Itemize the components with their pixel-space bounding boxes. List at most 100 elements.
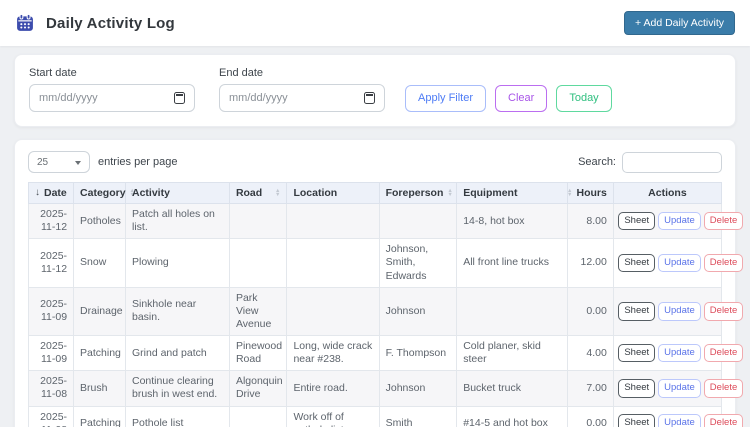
date-cell: 2025-11-09 [27, 334, 75, 372]
column-header-activity: Activity [125, 182, 230, 204]
hours-cell: 8.00 [567, 202, 614, 240]
activity-cell: Pothole list [125, 405, 230, 427]
road-cell: Pinewood Road [228, 334, 288, 372]
column-header-actions: Actions [612, 182, 723, 204]
sheet-button[interactable]: Sheet [618, 343, 656, 363]
column-header-hours[interactable]: ▲ ▼ Hours [567, 182, 614, 204]
equipment-cell: 14-8, hot box [456, 202, 569, 240]
sheet-button[interactable]: Sheet [618, 379, 656, 398]
search-input[interactable] [622, 151, 722, 173]
foreperson-cell: Johnson, Smith, Edwards [378, 238, 458, 288]
road-cell: Algonquin Drive [228, 370, 288, 407]
entries-per-page-control: 25 entries per page [28, 151, 178, 173]
location-cell: Work off of pothole list. [286, 405, 380, 427]
end-date-input[interactable] [229, 92, 364, 104]
sheet-button[interactable]: Sheet [618, 211, 656, 231]
table-header-row: ↓ Date Category ▲ ▼ Activity Road ▲ ▼ Location For… [27, 182, 723, 204]
entries-select[interactable]: 25 [29, 156, 89, 168]
delete-button[interactable]: Delete [703, 302, 744, 321]
column-header-equipment: Equipment [456, 182, 569, 204]
column-header-location: Location [286, 182, 380, 204]
delete-button[interactable]: Delete [703, 414, 744, 427]
road-cell [228, 202, 288, 240]
category-cell: Snow [73, 238, 126, 288]
hours-cell: 4.00 [567, 334, 614, 372]
date-cell: 2025-11-09 [27, 286, 75, 337]
update-button[interactable]: Update [658, 414, 701, 427]
actions-cell: Sheet Update Delete [612, 286, 744, 337]
apply-filter-button[interactable]: Apply Filter [405, 85, 487, 112]
table-row: 2025-11-09 Drainage Sinkhole near basin. Pa… [27, 286, 744, 337]
end-date-label: End date [219, 67, 264, 79]
hours-cell: 0.00 [567, 405, 614, 427]
sort-descending-icon: ↓ [35, 187, 40, 198]
date-cell: 2025-11-08 [27, 370, 75, 407]
actions-cell: Sheet Update Delete [612, 370, 744, 407]
location-cell: Entire road. [286, 370, 380, 407]
category-cell: Brush [73, 370, 126, 407]
page-title: Daily Activity Log [46, 14, 175, 32]
search-label: Search: [578, 156, 616, 168]
location-cell [286, 286, 380, 337]
column-header-category[interactable]: Category ▲ ▼ [73, 182, 135, 204]
table-body: 2025-11-12 Potholes Patch all holes on lis… [27, 202, 744, 427]
update-button[interactable]: Update [658, 379, 701, 398]
column-label: Equipment [463, 187, 518, 199]
category-cell: Patching [73, 334, 126, 372]
hours-cell: 12.00 [567, 238, 614, 288]
sheet-button[interactable]: Sheet [618, 302, 656, 321]
end-date-field: End date [219, 61, 385, 112]
search-control: Search: [578, 151, 722, 173]
column-header-foreperson[interactable]: Foreperson ▲ ▼ [378, 182, 458, 204]
calendar-app-icon [15, 13, 35, 33]
calendar-picker-icon[interactable] [174, 92, 185, 104]
category-cell: Drainage [73, 286, 126, 337]
category-cell: Potholes [73, 202, 126, 240]
actions-cell: Sheet Update Delete [612, 334, 744, 372]
table-row: 2025-11-08PatchingPothole list Work off o… [27, 405, 744, 427]
table-row: 2025-11-12 Snow Plowing Johnson, Smith, Edw… [27, 238, 744, 288]
sort-icon: ▲ ▼ [275, 187, 281, 198]
clear-button[interactable]: Clear [495, 85, 548, 112]
foreperson-cell: Smith [378, 405, 458, 427]
date-cell: 2025-11-08 [27, 405, 75, 427]
calendar-picker-icon[interactable] [364, 92, 375, 104]
add-daily-activity-button[interactable]: + Add Daily Activity [624, 11, 735, 35]
update-button[interactable]: Update [658, 343, 701, 363]
foreperson-cell: F. Thompson [378, 334, 458, 372]
update-button[interactable]: Update [658, 211, 701, 231]
date-cell: 2025-11-12 [27, 238, 75, 288]
delete-button[interactable]: Delete [703, 253, 744, 273]
sheet-button[interactable]: Sheet [618, 414, 656, 427]
table-row: 2025-11-09 Patching Grind and patch Pinewoo… [27, 334, 744, 372]
column-label: Category [80, 187, 126, 199]
foreperson-cell: Johnson [378, 370, 458, 407]
location-cell: Long, wide crack near #238. [286, 334, 380, 372]
delete-button[interactable]: Delete [703, 379, 744, 398]
column-label: Activity [132, 187, 170, 199]
delete-button[interactable]: Delete [703, 343, 744, 363]
location-cell [286, 202, 380, 240]
activity-cell: Plowing [125, 238, 230, 288]
update-button[interactable]: Update [658, 253, 701, 273]
location-cell [286, 238, 380, 288]
start-date-label: Start date [29, 67, 77, 79]
table-row: 2025-11-12 Potholes Patch all holes on lis… [27, 202, 744, 240]
column-header-road[interactable]: Road ▲ ▼ [228, 182, 288, 204]
column-label: Foreperson [385, 187, 444, 199]
road-cell [228, 405, 288, 427]
start-date-input[interactable] [39, 92, 174, 104]
sort-icon: ▲ ▼ [447, 187, 453, 198]
activity-cell: Continue clearing brush in west end. [125, 370, 230, 407]
foreperson-cell: Johnson [378, 286, 458, 337]
actions-cell: Sheet Update Delete [612, 238, 744, 288]
column-header-date[interactable]: ↓ Date [27, 182, 75, 204]
hours-cell: 7.00 [567, 370, 614, 407]
sheet-button[interactable]: Sheet [618, 253, 656, 273]
delete-button[interactable]: Delete [703, 211, 744, 231]
equipment-cell: #14-5 and hot box [456, 405, 569, 427]
entries-per-page-label: entries per page [98, 156, 178, 168]
today-button[interactable]: Today [556, 85, 612, 112]
update-button[interactable]: Update [658, 302, 701, 321]
column-label: Date [44, 187, 67, 199]
